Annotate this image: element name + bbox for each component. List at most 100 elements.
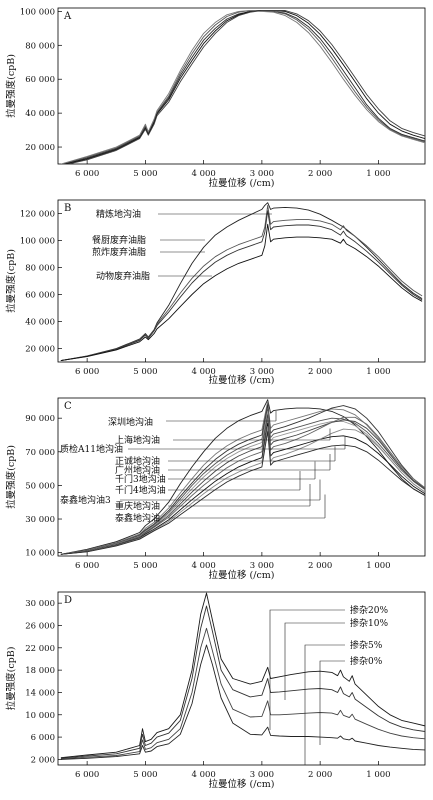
- series-line-3: [60, 210, 423, 362]
- y-tick-label: 40 000: [25, 318, 55, 328]
- series-annotation: 餐厨废弃油脂: [92, 234, 146, 246]
- chart-panel-b: B 6 000 5 000 4 000 3 000 2 000 1 000 20 000 40 …: [5, 199, 426, 386]
- y-tick-label: 60 000: [25, 291, 55, 301]
- x-tick-label: 2 000: [308, 169, 332, 179]
- x-tick-label: 3 000: [250, 561, 274, 571]
- x-tick-label: 4 000: [191, 561, 215, 571]
- y-axis-label: 拉曼强度(cpB): [5, 54, 17, 118]
- series-annotation: 千门3地沟油: [115, 473, 166, 485]
- series-group: [60, 202, 423, 362]
- panel-label: D: [64, 595, 72, 606]
- y-axis-label: 拉曼强度(cpB): [5, 249, 17, 313]
- x-tick-label: 1 000: [366, 367, 390, 377]
- y-tick-label: 100 000: [20, 7, 55, 17]
- series-line-2: [60, 605, 425, 759]
- series-line-4: [60, 223, 423, 362]
- y-tick-label: 22 000: [25, 644, 55, 654]
- x-axis-label: 拉曼位移 (/cm): [209, 177, 275, 189]
- y-tick-label: 60 000: [25, 75, 55, 85]
- series-group: [60, 592, 425, 760]
- series-line-9: [60, 426, 425, 555]
- series-annotation: 质检A11地沟油: [60, 443, 123, 455]
- y-tick-label: 50 000: [25, 481, 55, 491]
- panel-label: C: [64, 401, 72, 412]
- series-annotation: 掺杂0%: [350, 655, 383, 667]
- y-tick-label: 80 000: [25, 264, 55, 274]
- y-tick-label: 20 000: [25, 143, 55, 153]
- y-tick-label: 6 000: [31, 733, 55, 743]
- x-tick-label: 4 000: [191, 770, 215, 780]
- series-annotation: 泰鑫地沟油: [115, 512, 160, 524]
- series-line-10: [60, 431, 425, 555]
- x-tick-label: 5 000: [133, 770, 157, 780]
- leader-line: [284, 622, 345, 700]
- leader-line: [269, 609, 345, 730]
- x-tick-label: 5 000: [133, 169, 157, 179]
- chart-panel-a: A 6 000 5 000 4 000 3 000 2 000 1 000 20 000 40 …: [5, 7, 426, 189]
- y-axis-label: 拉曼强度(cpB): [5, 647, 17, 711]
- plot-frame: [57, 397, 426, 557]
- series-annotation: 千门4地沟油: [115, 484, 166, 496]
- series-annotation: 上海地沟油: [115, 434, 160, 446]
- chart-panel-d: D 6 000 5 000 4 000 3 000 2 000 1 000 2 000 6 00…: [5, 591, 426, 790]
- series-annotation: 广州地沟油: [115, 464, 160, 476]
- series-line-7: [60, 416, 425, 555]
- y-tick-label: 30 000: [25, 599, 55, 609]
- x-axis-label: 拉曼位移 (/cm): [209, 778, 275, 790]
- series-annotation: 掺杂20%: [350, 604, 388, 616]
- y-tick-label: 100 000: [20, 237, 55, 247]
- x-axis-label: 拉曼位移 (/cm): [209, 569, 275, 581]
- y-tick-label: 30 000: [25, 515, 55, 525]
- x-axis-label: 拉曼位移 (/cm): [209, 374, 275, 386]
- x-tick-label: 3 000: [250, 770, 274, 780]
- series-annotation: 正诚地沟油: [115, 455, 160, 467]
- series-line-3: [60, 404, 425, 555]
- series-group: [60, 10, 425, 164]
- x-tick-label: 2 000: [308, 367, 332, 377]
- leader-line: [304, 644, 345, 765]
- annotation-group: 深圳地沟油上海地沟油质检A11地沟油正诚地沟油广州地沟油千门3地沟油千门4地沟油…: [60, 411, 346, 524]
- panel-label: B: [64, 203, 71, 214]
- series-annotation: 深圳地沟油: [108, 416, 153, 428]
- series-line-1: [60, 592, 425, 759]
- series-line-3: [60, 627, 425, 760]
- y-tick-label: 14 000: [25, 688, 55, 698]
- y-tick-label: 90 000: [25, 414, 55, 424]
- y-tick-label: 2 000: [31, 755, 55, 765]
- panel-label: A: [63, 11, 72, 22]
- y-tick-label: 10 000: [25, 549, 55, 559]
- series-annotation: 精炼地沟油: [96, 208, 141, 220]
- y-tick-label: 120 000: [20, 210, 55, 220]
- x-tick-label: 6 000: [75, 770, 99, 780]
- plot-frame: [57, 7, 426, 165]
- x-tick-label: 6 000: [75, 367, 99, 377]
- x-tick-label: 5 000: [133, 561, 157, 571]
- chart-panel-c: C 6 000 5 000 4 000 3 000 2 000 1 000 10 000 30 …: [5, 397, 426, 581]
- series-line-5: [66, 10, 425, 164]
- x-tick-label: 3 000: [250, 169, 274, 179]
- x-tick-label: 5 000: [133, 367, 157, 377]
- series-group: [60, 399, 425, 555]
- y-axis-label: 拉曼强度(cpB): [5, 445, 17, 509]
- series-line-4: [60, 644, 425, 760]
- y-tick-label: 80 000: [25, 41, 55, 51]
- y-tick-label: 20 000: [25, 345, 55, 355]
- series-line-8: [60, 422, 425, 555]
- series-annotation: 煎炸废弃油脂: [92, 246, 146, 258]
- series-annotation: 重庆地沟油: [115, 500, 160, 512]
- series-annotation: 动物废弃油脂: [96, 270, 150, 282]
- series-line-6: [60, 414, 425, 555]
- series-line-5: [60, 410, 425, 555]
- series-line-4: [60, 10, 425, 164]
- x-tick-label: 2 000: [308, 770, 332, 780]
- series-annotation: 掺杂5%: [350, 639, 383, 651]
- x-tick-label: 6 000: [75, 169, 99, 179]
- x-tick-label: 1 000: [366, 770, 390, 780]
- series-annotation: 掺杂10%: [350, 617, 388, 629]
- x-tick-label: 2 000: [308, 561, 332, 571]
- annotation-group: 掺杂20%掺杂10% 掺杂5% 掺杂0%: [269, 604, 388, 765]
- x-tick-label: 3 000: [250, 367, 274, 377]
- x-tick-label: 6 000: [75, 561, 99, 571]
